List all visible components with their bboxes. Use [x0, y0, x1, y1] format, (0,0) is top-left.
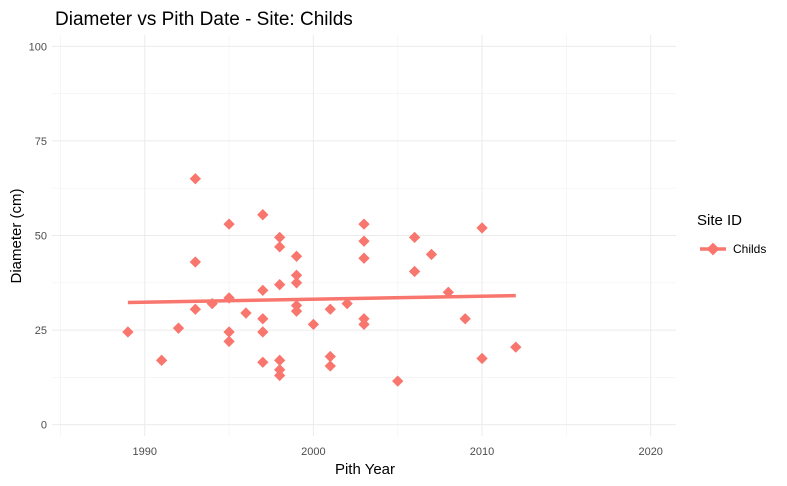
data-point — [324, 360, 336, 372]
y-tick-label: 50 — [35, 231, 47, 243]
data-point — [510, 341, 522, 353]
data-point — [274, 279, 286, 291]
legend: Site ID Childs — [697, 212, 766, 256]
data-point — [476, 222, 488, 234]
data-point — [257, 209, 269, 221]
data-point — [324, 303, 336, 315]
data-point — [442, 286, 454, 298]
data-point — [257, 326, 269, 338]
y-axis-ticks: 0 25 50 75 100 — [29, 41, 47, 431]
legend-label-childs: Childs — [733, 242, 766, 256]
y-tick-label: 25 — [35, 325, 47, 337]
y-tick-label: 75 — [35, 136, 47, 148]
data-point — [324, 350, 336, 363]
data-point — [341, 297, 353, 310]
chart-title: Diameter vs Pith Date - Site: Childs — [55, 9, 353, 30]
legend-key-marker — [706, 242, 720, 256]
data-point — [358, 318, 370, 331]
trend-lines — [127, 293, 516, 305]
data-point — [358, 218, 370, 230]
data-point — [358, 313, 370, 325]
y-tick-label: 0 — [41, 420, 47, 432]
data-point — [189, 173, 202, 185]
data-point — [408, 265, 421, 278]
data-point — [240, 307, 252, 319]
data-point — [206, 297, 218, 310]
data-point — [274, 369, 286, 382]
data-point — [459, 313, 471, 325]
data-point — [274, 364, 286, 376]
data-point — [290, 269, 303, 281]
data-point — [189, 303, 202, 315]
x-axis-title: Pith Year — [335, 461, 395, 478]
data-point — [392, 375, 404, 387]
data-point — [223, 326, 235, 338]
data-point — [257, 284, 269, 297]
data-point — [257, 356, 269, 368]
data-point — [290, 305, 303, 317]
data-point — [425, 248, 438, 261]
data-point — [172, 322, 185, 334]
data-points — [122, 173, 522, 387]
x-tick-label: 2020 — [638, 446, 662, 458]
data-point — [274, 231, 286, 244]
data-point — [274, 354, 286, 366]
data-point — [223, 218, 235, 230]
trend-line — [127, 293, 516, 305]
y-tick-label: 100 — [29, 41, 47, 53]
data-point — [290, 250, 303, 262]
data-point — [358, 252, 370, 264]
grid — [52, 35, 676, 436]
x-tick-label: 2010 — [470, 446, 494, 458]
data-point — [122, 326, 134, 338]
data-point — [274, 241, 286, 253]
data-point — [290, 277, 303, 289]
data-point — [189, 256, 202, 268]
y-axis-title: Diameter (cm) — [8, 188, 25, 283]
legend-title: Site ID — [697, 212, 742, 229]
data-point — [223, 292, 235, 304]
x-tick-label: 2000 — [301, 446, 325, 458]
data-point — [307, 318, 320, 331]
data-point — [290, 299, 303, 312]
data-point — [155, 354, 168, 366]
x-tick-label: 1990 — [133, 446, 157, 458]
data-point — [257, 313, 269, 325]
data-point — [408, 231, 421, 244]
data-point — [476, 352, 488, 365]
data-point — [358, 235, 370, 247]
data-point — [223, 335, 235, 348]
x-axis-ticks: 1990 2000 2010 2020 — [133, 446, 663, 458]
